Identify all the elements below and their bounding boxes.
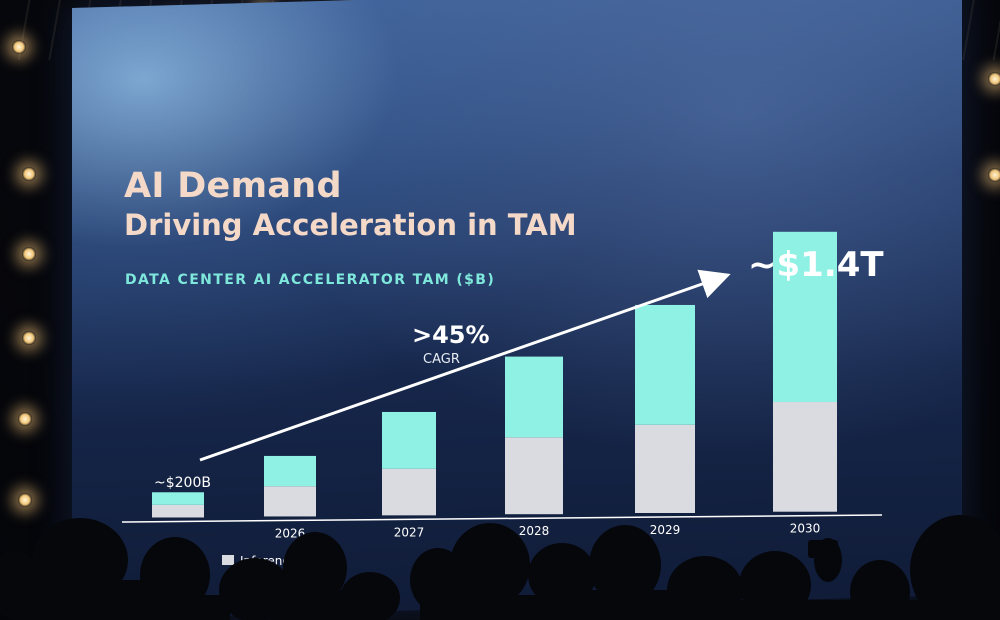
- cagr-value: >45%: [412, 321, 490, 349]
- legend-swatch: [222, 555, 234, 565]
- stage-light: [22, 167, 36, 181]
- cagr-arrow: [199, 269, 731, 462]
- bar-segment-top: [773, 231, 837, 403]
- bar-segment-inference: [505, 437, 563, 515]
- x-axis-line: [121, 514, 883, 523]
- bar-segment-inference: [152, 504, 204, 518]
- bar-segment-top: [152, 492, 204, 505]
- stage-light: [22, 331, 36, 345]
- first-bar-label: ~$200B: [154, 475, 211, 491]
- bar-segment-top: [264, 455, 316, 487]
- stage-light: [22, 247, 36, 261]
- x-tick-label: 2029: [650, 523, 681, 537]
- stage-light: [12, 40, 26, 54]
- stage-light: [988, 168, 1000, 182]
- cagr-label: CAGR: [423, 352, 460, 367]
- stage-light: [988, 72, 1000, 86]
- stage-light: [18, 412, 32, 426]
- x-tick-label: 2028: [519, 524, 550, 538]
- last-bar-label: ~$1.4T: [748, 245, 884, 285]
- bar-segment-inference: [635, 424, 695, 513]
- x-tick-label: 2030: [790, 522, 821, 536]
- bar-segment-inference: [382, 468, 436, 516]
- stage-light: [18, 493, 32, 507]
- bar-segment-top: [505, 356, 563, 438]
- bar-segment-top: [382, 411, 436, 469]
- bar-segment-inference: [264, 486, 316, 517]
- x-tick-label: 2027: [394, 525, 425, 539]
- x-tick-label: 2026: [275, 526, 306, 540]
- bar-segment-top: [635, 304, 695, 425]
- legend-item-label: Inferenc: [240, 554, 289, 568]
- bar-segment-inference: [773, 402, 837, 512]
